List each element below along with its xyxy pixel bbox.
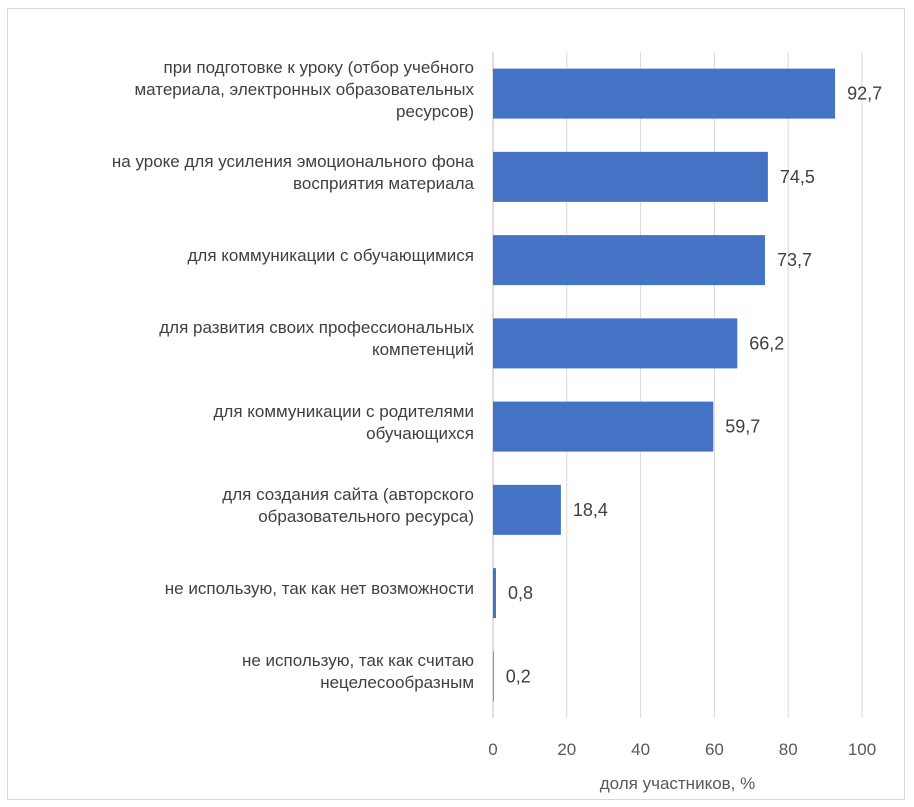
category-label-line: для коммуникации с обучающимися bbox=[187, 246, 475, 266]
category-label-line: для создания сайта (авторского bbox=[222, 484, 474, 504]
value-label: 0,8 bbox=[508, 583, 533, 603]
category-label: не использую, так как нет возможности bbox=[14, 578, 474, 600]
category-label: для коммуникации с родителями обучающихся bbox=[14, 401, 475, 445]
bar bbox=[493, 651, 494, 702]
value-label: 59,7 bbox=[725, 417, 760, 437]
x-axis-title: доля участников, % bbox=[600, 774, 756, 793]
bar bbox=[493, 151, 768, 202]
bar bbox=[493, 568, 496, 619]
bar bbox=[493, 484, 561, 535]
bar bbox=[493, 318, 738, 369]
value-label: 18,4 bbox=[573, 500, 608, 520]
category-label: при подготовке к уроку (отбор учебного ма… bbox=[14, 57, 474, 123]
category-label: для коммуникации с обучающимися bbox=[14, 245, 475, 267]
category-label: для создания сайта (авторского образовате… bbox=[14, 484, 474, 528]
x-tick-label: 100 bbox=[848, 740, 876, 759]
category-label-line: материала, электронных образовательных bbox=[134, 79, 474, 99]
category-label-line: для коммуникации с родителями bbox=[213, 401, 475, 421]
x-tick-label: 0 bbox=[488, 740, 497, 759]
category-label-line: на уроке для усиления эмоционального фон… bbox=[111, 151, 474, 171]
category-label-line: не использую, так как нет возможности bbox=[164, 579, 474, 599]
category-label-line: ресурсов) bbox=[395, 101, 474, 121]
category-label: для развития своих профессиональных компе… bbox=[14, 317, 474, 361]
value-label: 73,7 bbox=[777, 250, 812, 270]
value-label: 0,2 bbox=[506, 666, 531, 686]
category-label-line: не использую, так как считаю bbox=[241, 651, 474, 671]
category-label: не использую, так как считаю нецелесообра… bbox=[14, 650, 474, 694]
category-label-line: нецелесообразным bbox=[320, 673, 474, 693]
category-label: на уроке для усиления эмоционального фон… bbox=[14, 151, 474, 195]
category-label-line: компетенций bbox=[371, 340, 474, 360]
chart-frame bbox=[7, 8, 905, 800]
bar bbox=[493, 68, 836, 119]
category-label-line: обучающихся bbox=[366, 423, 474, 443]
x-tick-label: 60 bbox=[705, 740, 724, 759]
bar bbox=[493, 235, 765, 286]
value-label: 74,5 bbox=[780, 167, 815, 187]
category-label-line: для развития своих профессиональных bbox=[159, 318, 474, 338]
category-label-line: при подготовке к уроку (отбор учебного bbox=[163, 57, 475, 77]
category-label-line: восприятия материала bbox=[293, 173, 474, 193]
value-label: 92,7 bbox=[847, 84, 882, 104]
bar bbox=[493, 401, 714, 452]
x-tick-label: 20 bbox=[557, 740, 576, 759]
category-label-line: образовательного ресурса) bbox=[258, 506, 474, 526]
x-tick-label: 80 bbox=[779, 740, 798, 759]
x-tick-label: 40 bbox=[631, 740, 650, 759]
value-label: 66,2 bbox=[749, 333, 784, 353]
